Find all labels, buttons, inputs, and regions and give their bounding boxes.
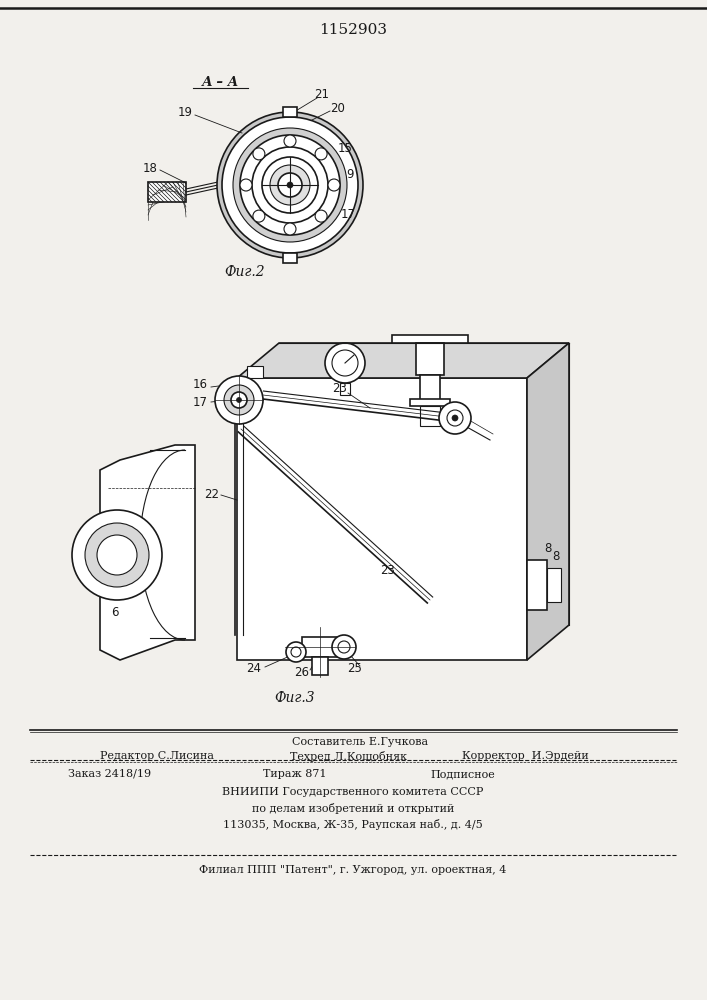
- Circle shape: [286, 642, 306, 662]
- Circle shape: [262, 157, 318, 213]
- Text: 23: 23: [332, 381, 347, 394]
- Text: 113035, Москва, Ж-35, Раупская наб., д. 4/5: 113035, Москва, Ж-35, Раупская наб., д. …: [223, 818, 483, 830]
- Text: по делам изобретений и открытий: по делам изобретений и открытий: [252, 802, 454, 814]
- Circle shape: [240, 179, 252, 191]
- Polygon shape: [527, 343, 569, 660]
- Circle shape: [253, 210, 265, 222]
- Text: Тираж 871: Тираж 871: [263, 769, 327, 779]
- Circle shape: [253, 148, 265, 160]
- Circle shape: [315, 210, 327, 222]
- Text: 1152903: 1152903: [320, 23, 387, 37]
- Text: 9: 9: [346, 168, 354, 182]
- Bar: [283, 253, 297, 263]
- Circle shape: [240, 135, 340, 235]
- Polygon shape: [100, 445, 195, 660]
- Circle shape: [328, 179, 340, 191]
- Text: 18: 18: [143, 161, 158, 174]
- Bar: [416, 343, 444, 375]
- Circle shape: [452, 415, 458, 421]
- Text: Филиал ППП "Патент", г. Ужгород, ул. ороектная, 4: Филиал ППП "Патент", г. Ужгород, ул. оро…: [199, 865, 507, 875]
- Text: 23: 23: [380, 564, 395, 576]
- Circle shape: [284, 223, 296, 235]
- Text: ВНИИПИ Государственного комитета СССР: ВНИИПИ Государственного комитета СССР: [222, 787, 484, 797]
- Text: Корректор  И.Эрдейи: Корректор И.Эрдейи: [462, 751, 589, 761]
- Circle shape: [278, 173, 302, 197]
- Circle shape: [217, 112, 363, 258]
- Bar: [340, 383, 350, 395]
- Bar: [392, 335, 468, 343]
- Text: 8: 8: [544, 542, 551, 554]
- Polygon shape: [237, 343, 569, 378]
- Bar: [148, 182, 186, 202]
- Text: Составитель Е.Гучкова: Составитель Е.Гучкова: [292, 737, 428, 747]
- Text: 22: 22: [204, 488, 219, 502]
- Circle shape: [252, 147, 328, 223]
- Bar: [247, 366, 263, 378]
- Text: 20: 20: [331, 102, 346, 114]
- Bar: [547, 568, 561, 602]
- Circle shape: [72, 510, 162, 600]
- Bar: [410, 399, 450, 406]
- Bar: [312, 657, 328, 675]
- Text: 17: 17: [192, 395, 207, 408]
- Circle shape: [325, 343, 365, 383]
- Text: 25: 25: [348, 662, 363, 674]
- Text: Фиг.3: Фиг.3: [275, 691, 315, 705]
- Bar: [527, 560, 547, 610]
- Circle shape: [237, 397, 242, 402]
- Text: Фиг.2: Фиг.2: [225, 265, 265, 279]
- Polygon shape: [237, 378, 527, 660]
- Circle shape: [231, 392, 247, 408]
- Circle shape: [284, 135, 296, 147]
- Text: 8: 8: [552, 550, 560, 562]
- Text: 16: 16: [192, 378, 207, 391]
- Bar: [420, 375, 440, 403]
- Circle shape: [315, 148, 327, 160]
- Text: 6: 6: [111, 605, 119, 618]
- Text: А – А: А – А: [201, 76, 239, 89]
- Bar: [302, 637, 338, 657]
- Text: 17: 17: [341, 209, 356, 222]
- Text: 19: 19: [177, 105, 192, 118]
- Circle shape: [439, 402, 471, 434]
- Circle shape: [287, 182, 293, 188]
- Circle shape: [215, 376, 263, 424]
- Text: Подписное: Подписное: [430, 769, 495, 779]
- Circle shape: [332, 635, 356, 659]
- Circle shape: [85, 523, 149, 587]
- Text: Заказ 2418/19: Заказ 2418/19: [68, 769, 151, 779]
- Circle shape: [97, 535, 137, 575]
- Circle shape: [270, 165, 310, 205]
- Circle shape: [224, 385, 254, 415]
- Bar: [420, 406, 440, 426]
- Text: 24: 24: [247, 662, 262, 674]
- Circle shape: [233, 128, 347, 242]
- Text: 15: 15: [337, 141, 352, 154]
- Bar: [283, 107, 297, 117]
- Text: 21: 21: [315, 89, 329, 102]
- Text: 26: 26: [295, 666, 310, 678]
- Text: Редактор С.Лисина: Редактор С.Лисина: [100, 751, 214, 761]
- Text: Техред Л.Кощобняк: Техред Л.Кощобняк: [290, 750, 407, 762]
- Circle shape: [222, 117, 358, 253]
